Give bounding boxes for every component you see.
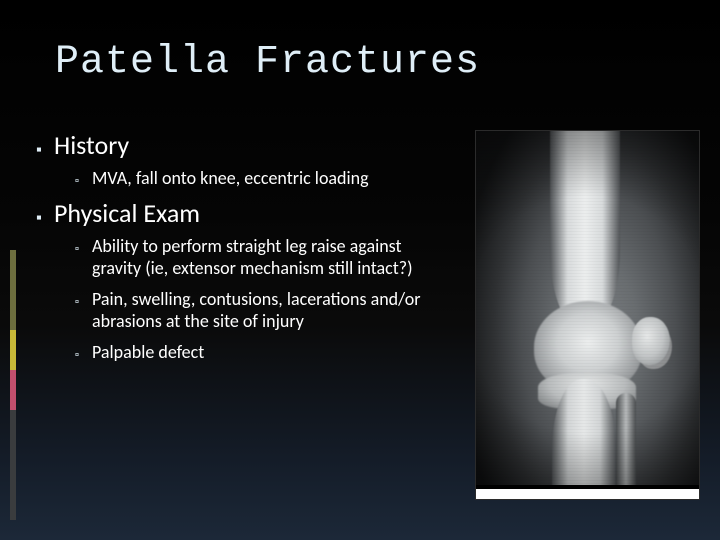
bullet-text: Palpable defect [92,341,204,364]
xray-canvas [476,131,699,499]
bullet-level2: ▫ Pain, swelling, contusions, laceration… [70,288,440,333]
slide: Patella Fractures ▪ History ▫ MVA, fall … [0,0,720,540]
bullet-text: Pain, swelling, contusions, lacerations … [92,288,432,333]
bullet-text: Ability to perform straight leg raise ag… [92,235,432,280]
accent-segment [10,410,16,520]
section-heading: Physical Exam [54,198,200,229]
xray-image [475,130,700,500]
xray-scale-bar [476,485,699,499]
bullet-open-square-icon: ▫ [70,295,84,308]
bullet-level2: ▫ Palpable defect [70,341,440,364]
bullet-text: MVA, fall onto knee, eccentric loading [92,167,369,190]
bullet-level2: ▫ Ability to perform straight leg raise … [70,235,440,280]
xray-tibia [552,379,616,500]
xray-fibula [616,393,636,500]
accent-segment [10,370,16,410]
accent-segment [10,250,16,330]
accent-bar [10,250,16,520]
bullet-square-icon: ▪ [30,209,48,226]
xray-patella [632,317,670,365]
bullet-open-square-icon: ▫ [70,348,84,361]
accent-segment [10,330,16,370]
bullet-open-square-icon: ▫ [70,174,84,187]
bullet-level1: ▪ History [30,130,440,161]
section-heading: History [54,130,129,161]
bullet-level2: ▫ MVA, fall onto knee, eccentric loading [70,167,440,190]
bullet-square-icon: ▪ [30,141,48,158]
slide-title: Patella Fractures [55,40,480,85]
bullet-level1: ▪ Physical Exam [30,198,440,229]
bullet-open-square-icon: ▫ [70,242,84,255]
content-body: ▪ History ▫ MVA, fall onto knee, eccentr… [30,130,440,371]
